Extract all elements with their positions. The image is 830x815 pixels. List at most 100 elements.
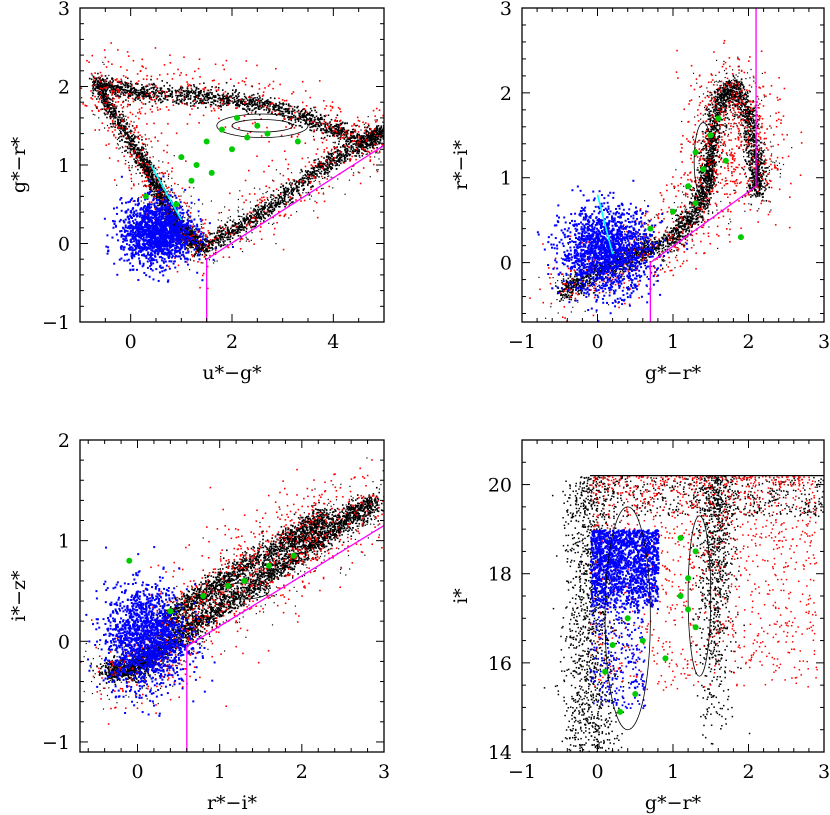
data-point <box>95 78 97 81</box>
data-point <box>250 216 253 218</box>
data-point <box>238 225 240 227</box>
data-point <box>327 152 330 154</box>
data-point <box>301 126 303 129</box>
data-point <box>245 96 247 99</box>
data-point <box>201 240 203 242</box>
data-point <box>128 148 131 150</box>
data-point <box>117 119 119 122</box>
data-point <box>320 137 323 139</box>
data-point <box>148 138 150 140</box>
data-point <box>314 166 316 169</box>
data-point <box>302 179 305 182</box>
data-point <box>382 128 384 130</box>
data-point <box>296 135 299 138</box>
data-point <box>360 138 363 141</box>
data-point <box>279 110 281 112</box>
data-point <box>207 92 209 95</box>
data-point <box>356 124 358 126</box>
data-point <box>264 203 266 206</box>
data-point <box>253 102 256 105</box>
data-point <box>316 165 318 167</box>
data-point <box>146 166 148 168</box>
data-point <box>159 101 162 104</box>
data-point <box>155 182 157 184</box>
data-point <box>315 123 317 126</box>
data-point <box>334 141 336 144</box>
data-point <box>391 140 393 142</box>
data-point <box>245 224 248 227</box>
data-point <box>254 107 256 109</box>
data-point <box>239 215 241 217</box>
data-point <box>219 97 222 100</box>
data-point <box>95 98 98 100</box>
data-point <box>154 186 157 189</box>
data-point <box>245 230 248 233</box>
data-point <box>259 230 261 233</box>
data-point <box>290 201 293 204</box>
data-point <box>277 198 280 200</box>
data-point <box>194 253 197 256</box>
data-point <box>98 81 100 84</box>
data-point <box>285 193 287 195</box>
data-point <box>336 163 338 165</box>
data-point <box>242 100 244 102</box>
data-point <box>350 146 352 149</box>
data-point <box>282 200 284 202</box>
data-point <box>322 132 324 135</box>
data-point <box>219 241 221 243</box>
data-point <box>173 72 175 75</box>
data-point <box>198 95 201 97</box>
data-point <box>181 102 184 105</box>
data-point <box>365 153 367 155</box>
data-point <box>185 96 188 98</box>
data-point <box>291 110 293 113</box>
data-point <box>98 90 100 93</box>
data-point <box>135 152 137 155</box>
data-point <box>273 108 276 111</box>
data-point <box>125 149 127 152</box>
data-point <box>228 103 230 105</box>
data-point <box>92 92 95 95</box>
data-point <box>177 103 180 105</box>
data-point <box>193 240 196 242</box>
data-point <box>197 102 200 105</box>
data-point <box>140 149 142 152</box>
data-point <box>211 239 214 242</box>
data-point <box>134 165 137 168</box>
data-point <box>161 89 163 92</box>
data-point <box>187 83 189 85</box>
data-point <box>170 215 173 218</box>
data-point <box>148 95 150 98</box>
data-point <box>217 243 220 245</box>
data-point <box>114 90 117 93</box>
data-point <box>330 152 332 155</box>
data-point <box>243 108 246 111</box>
data-point <box>197 93 200 95</box>
data-point <box>374 137 377 140</box>
data-point <box>265 213 267 215</box>
data-point <box>356 133 359 135</box>
data-point <box>150 87 153 89</box>
data-point <box>294 183 297 185</box>
data-point <box>180 92 183 94</box>
data-point <box>375 131 377 134</box>
data-point <box>145 154 148 156</box>
data-point <box>212 244 214 247</box>
data-point <box>172 224 175 227</box>
data-point <box>217 237 219 240</box>
data-point <box>171 92 174 94</box>
data-point <box>105 90 107 92</box>
data-point <box>354 143 356 145</box>
data-point <box>307 178 309 181</box>
data-point <box>209 96 211 99</box>
data-point <box>186 202 189 204</box>
data-point <box>135 93 138 96</box>
data-point <box>286 188 288 190</box>
data-point <box>192 239 194 242</box>
data-point <box>261 209 264 211</box>
data-point <box>286 108 288 110</box>
data-point <box>138 148 140 151</box>
data-point <box>158 183 161 185</box>
data-point <box>334 127 337 130</box>
data-point <box>102 96 104 98</box>
